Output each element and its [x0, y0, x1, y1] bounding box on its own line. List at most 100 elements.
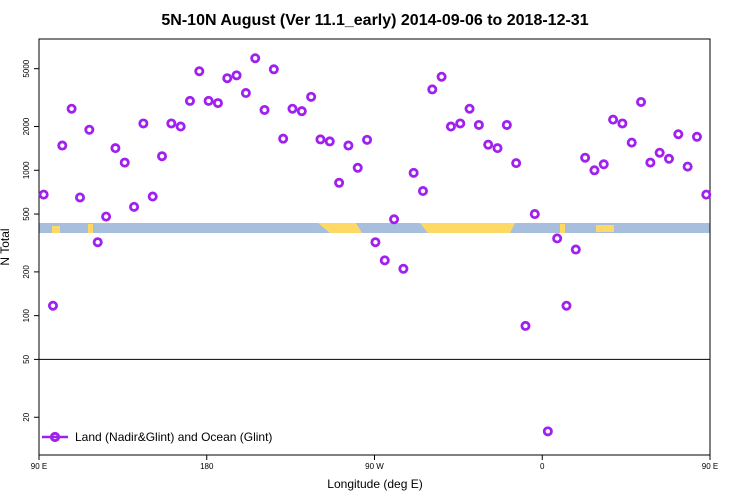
data-point [287, 103, 298, 114]
data-point [47, 300, 58, 311]
data-point [617, 118, 628, 129]
y-tick-label: 5000 [22, 59, 31, 77]
data-point [445, 121, 456, 132]
data-point [663, 153, 674, 164]
data-point [417, 186, 428, 197]
data-point [626, 137, 637, 148]
x-axis-label: Longitude (deg E) [327, 477, 422, 491]
data-point [654, 147, 665, 158]
data-point [324, 136, 335, 147]
data-point [455, 118, 466, 129]
data-point [501, 119, 512, 130]
data-point [552, 233, 563, 244]
data-point [175, 121, 186, 132]
data-point [119, 157, 130, 168]
data-point [296, 106, 307, 117]
x-tick-label: 90 E [31, 462, 47, 471]
data-point [194, 66, 205, 77]
data-point [250, 53, 261, 64]
data-point [492, 143, 503, 154]
data-point [352, 162, 363, 173]
y-tick-label: 50 [22, 354, 31, 363]
land-central-america [318, 223, 362, 233]
data-point [379, 255, 390, 266]
data-point [343, 140, 354, 151]
series-points [38, 53, 712, 437]
data-point [315, 134, 326, 145]
y-tick-label: 500 [22, 207, 31, 221]
data-point [645, 157, 656, 168]
legend-text: Land (Nadir&Glint) and Ocean (Glint) [75, 430, 272, 444]
data-point [259, 104, 270, 115]
map-band [39, 223, 710, 233]
data-point [57, 140, 68, 151]
data-point [231, 70, 242, 81]
x-tick-label: 90 W [365, 462, 384, 471]
data-point [398, 263, 409, 274]
data-point [682, 161, 693, 172]
data-point [362, 134, 373, 145]
y-tick-label: 1000 [22, 161, 31, 179]
data-point [691, 131, 702, 142]
data-point [580, 152, 591, 163]
data-point [464, 103, 475, 114]
data-point [520, 320, 531, 331]
data-point [370, 237, 381, 248]
legend-marker [49, 431, 61, 443]
data-point [561, 300, 572, 311]
data-point [138, 118, 149, 129]
data-point [636, 96, 647, 107]
data-point [570, 244, 581, 255]
data-point [389, 214, 400, 225]
data-point [84, 124, 95, 135]
y-axis-label: N Total [0, 228, 12, 265]
land-island [596, 225, 614, 232]
data-point [147, 191, 158, 202]
data-point [589, 165, 600, 176]
data-point [427, 84, 438, 95]
data-point [38, 189, 49, 200]
land-island [88, 224, 93, 233]
land-island [52, 226, 60, 233]
data-point [184, 95, 195, 106]
data-point [129, 201, 140, 212]
data-point [222, 73, 233, 84]
data-point [673, 129, 684, 140]
data-point [166, 118, 177, 129]
data-point [278, 133, 289, 144]
data-point [66, 103, 77, 114]
data-point [240, 88, 251, 99]
x-tick-label: 90 E [702, 462, 718, 471]
data-point [334, 177, 345, 188]
land-island [560, 224, 565, 233]
data-point [542, 426, 553, 437]
legend: Land (Nadir&Glint) and Ocean (Glint) [42, 430, 272, 444]
data-point [268, 64, 279, 75]
data-point [483, 139, 494, 150]
data-point [101, 211, 112, 222]
data-point [701, 189, 712, 200]
data-point [511, 158, 522, 169]
data-point [212, 98, 223, 109]
data-point [157, 151, 168, 162]
land-atlantic-africa [420, 223, 515, 233]
chart-title: 5N-10N August (Ver 11.1_early) 2014-09-0… [161, 12, 588, 29]
data-point [408, 167, 419, 178]
y-tick-label: 200 [22, 265, 31, 279]
x-tick-label: 180 [200, 462, 214, 471]
data-point [608, 114, 619, 125]
x-tick-label: 0 [540, 462, 545, 471]
data-point [436, 71, 447, 82]
y-tick-label: 2000 [22, 117, 31, 135]
data-point [598, 159, 609, 170]
data-point [473, 119, 484, 130]
data-point [110, 143, 121, 154]
data-point [529, 209, 540, 220]
y-tick-label: 20 [22, 412, 31, 421]
data-point [203, 95, 214, 106]
data-point [92, 237, 103, 248]
ocean-band [39, 223, 710, 233]
data-point [306, 91, 317, 102]
